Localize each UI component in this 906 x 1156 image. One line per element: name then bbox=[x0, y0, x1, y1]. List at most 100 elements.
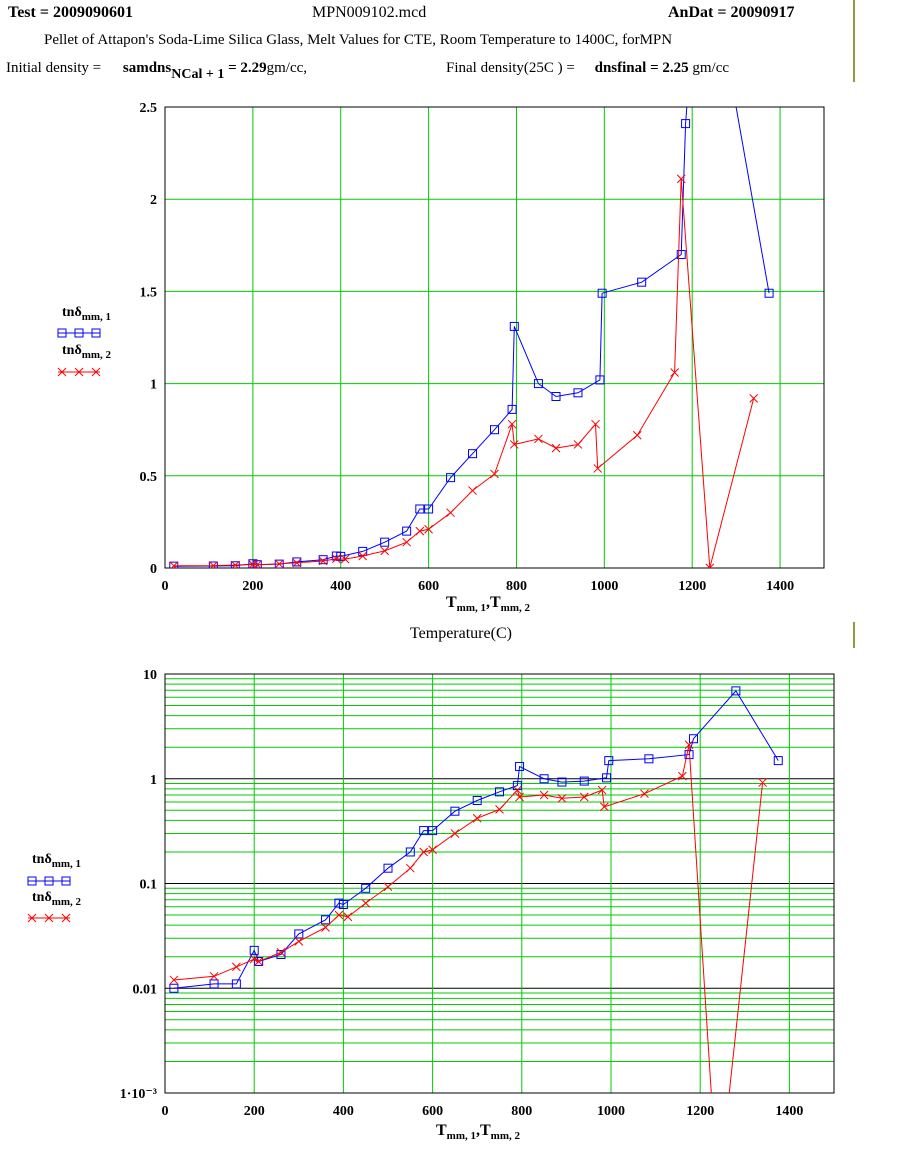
data-point bbox=[419, 826, 429, 836]
x-tick-label: 600 bbox=[422, 1104, 443, 1119]
data-point bbox=[640, 789, 649, 799]
data-point bbox=[507, 419, 517, 429]
data-point bbox=[294, 929, 304, 939]
x-tick-label: 400 bbox=[333, 1104, 354, 1119]
data-point bbox=[450, 806, 460, 816]
data-point bbox=[336, 551, 346, 561]
plot-frame bbox=[164, 673, 835, 1094]
final-density-eq: = 2.25 bbox=[650, 60, 689, 76]
y-tick-label: 0.1 bbox=[140, 878, 158, 893]
x-tick-label: 400 bbox=[330, 579, 351, 594]
series-line bbox=[173, 690, 779, 989]
legend-log-series-1-swatch bbox=[27, 876, 71, 886]
series-2 bbox=[169, 740, 767, 1093]
data-point bbox=[428, 826, 438, 836]
data-point bbox=[428, 845, 437, 855]
y-tick-label: 1 bbox=[150, 773, 157, 788]
data-point bbox=[557, 793, 567, 803]
data-point bbox=[539, 790, 549, 800]
region-marker-2 bbox=[853, 622, 855, 648]
data-point bbox=[252, 560, 262, 568]
initial-density-unit: gm/cc, bbox=[266, 60, 308, 76]
legend-series-1-swatch bbox=[57, 328, 101, 338]
data-point bbox=[534, 434, 543, 444]
data-point bbox=[579, 792, 589, 802]
data-point bbox=[338, 900, 348, 910]
x-tick-label: 200 bbox=[242, 579, 263, 594]
data-point bbox=[758, 778, 767, 787]
analysis-date: AnDat = 20090917 bbox=[668, 4, 795, 21]
andat-label: AnDat bbox=[668, 4, 714, 21]
data-point bbox=[383, 863, 393, 873]
data-point bbox=[551, 392, 561, 402]
x-tick-label: 800 bbox=[511, 1104, 532, 1119]
data-point bbox=[424, 504, 434, 514]
x-axis-label-top: Tmm, 1,Tmm, 2 bbox=[446, 594, 530, 615]
final-density-var: dnsfinal bbox=[594, 60, 647, 76]
data-point bbox=[678, 771, 687, 781]
data-point bbox=[231, 979, 241, 989]
region-marker bbox=[853, 0, 855, 82]
data-point bbox=[402, 537, 411, 547]
data-point bbox=[597, 785, 607, 795]
data-point bbox=[539, 774, 549, 784]
data-point bbox=[232, 962, 241, 972]
data-point bbox=[249, 954, 259, 964]
x-tick-label: 1200 bbox=[678, 579, 706, 594]
y-tick-label: 0.01 bbox=[133, 982, 158, 997]
data-point bbox=[248, 560, 258, 568]
initial-density-eq: = 2.29 bbox=[228, 60, 267, 76]
data-point bbox=[551, 443, 561, 453]
series-line bbox=[173, 178, 755, 568]
data-point bbox=[509, 321, 519, 331]
data-point bbox=[719, 29, 727, 37]
data-point bbox=[557, 777, 567, 787]
data-point bbox=[450, 829, 460, 838]
data-point bbox=[380, 537, 390, 547]
data-point bbox=[602, 773, 612, 783]
data-point bbox=[490, 425, 499, 435]
data-point bbox=[468, 486, 477, 495]
data-point bbox=[169, 983, 179, 993]
series-line bbox=[173, 107, 770, 567]
data-point bbox=[764, 288, 774, 298]
data-point bbox=[446, 508, 455, 518]
data-point bbox=[495, 787, 504, 797]
final-density-label: Final density(25C ) = bbox=[446, 60, 575, 76]
y-tick-label: 0.5 bbox=[140, 470, 158, 485]
data-point bbox=[676, 174, 686, 184]
data-point bbox=[731, 686, 741, 696]
final-density-unit: gm/cc bbox=[692, 60, 730, 76]
legend-log-series-1-label: tnδmm, 1 bbox=[32, 852, 82, 870]
final-density: Final density(25C ) = dnsfinal = 2.25 gm… bbox=[446, 60, 729, 77]
series-line bbox=[173, 744, 764, 1093]
data-point bbox=[637, 277, 647, 287]
data-point bbox=[573, 388, 583, 398]
data-point bbox=[424, 524, 433, 534]
data-point bbox=[515, 761, 525, 771]
data-point bbox=[274, 559, 284, 568]
data-point bbox=[490, 469, 499, 479]
test-label: Test bbox=[8, 4, 36, 21]
data-point bbox=[468, 449, 478, 459]
x-axis-caption: Temperature(C) bbox=[410, 625, 512, 642]
test-value: 2009090601 bbox=[52, 4, 133, 21]
grid bbox=[165, 674, 834, 1094]
data-point bbox=[254, 957, 264, 967]
data-point bbox=[599, 802, 609, 812]
data-point bbox=[361, 883, 371, 893]
data-point bbox=[208, 561, 218, 568]
data-point bbox=[294, 937, 304, 946]
data-point bbox=[705, 563, 715, 568]
data-point bbox=[415, 504, 425, 514]
initial-density: Initial density = samdnsNCal + 1 = 2.29g… bbox=[6, 60, 307, 83]
data-point bbox=[749, 393, 759, 403]
data-point bbox=[573, 440, 583, 449]
data-point bbox=[276, 948, 286, 957]
x-tick-label: 1000 bbox=[590, 579, 618, 594]
initial-density-var: samdns bbox=[122, 60, 172, 76]
data-point bbox=[405, 847, 415, 857]
x-tick-label: 1400 bbox=[775, 1104, 803, 1119]
data-point bbox=[402, 526, 412, 536]
x-tick-label: 1400 bbox=[766, 579, 794, 594]
